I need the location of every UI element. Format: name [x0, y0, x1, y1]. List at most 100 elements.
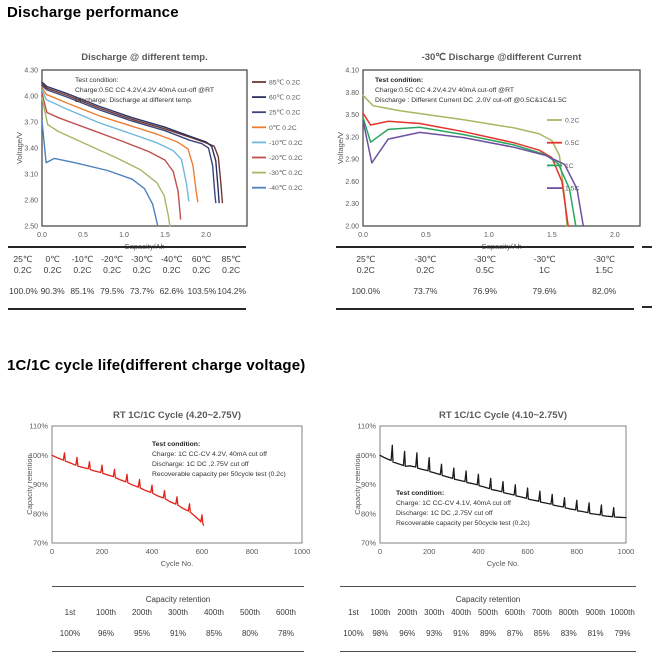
- retention-value: 96%: [97, 629, 114, 638]
- y-tick-label: 80%: [33, 509, 48, 518]
- column-header: 200th: [397, 608, 418, 617]
- retention-value: 87%: [506, 629, 523, 638]
- series-line: [41, 83, 224, 204]
- column-header: 1st: [348, 608, 359, 617]
- series-line: [362, 112, 569, 227]
- y-axis-label: Voltage/V: [16, 132, 24, 164]
- capacity-value: 62.6%: [159, 286, 184, 296]
- plot-border: [41, 69, 248, 227]
- temperature-header: -40℃: [160, 254, 183, 264]
- x-tick-label: 400: [472, 547, 485, 556]
- table-retention-410: Capacity retention 1st 100th 200th 300th 400t…: [340, 586, 636, 652]
- rate-header: 0.2C: [192, 265, 211, 275]
- column-header: 400th: [451, 608, 472, 617]
- capacity-value: 73.7%: [413, 286, 438, 296]
- capacity-value: 76.9%: [472, 286, 498, 296]
- temperature-header: -30℃: [414, 254, 437, 264]
- series-line: [41, 84, 217, 204]
- temperature-header: -30℃: [533, 254, 556, 264]
- capacity-value: 82.0%: [592, 286, 617, 296]
- y-tick-label: 70%: [33, 539, 48, 548]
- legend-label: 0℃ 0.2C: [269, 125, 297, 132]
- legend-label: -30℃ 0.2C: [269, 170, 303, 177]
- annotation-line: Test condition:: [152, 441, 200, 448]
- y-tick-label: 3.80: [345, 90, 359, 97]
- x-tick-label: 1.5: [547, 232, 557, 239]
- x-axis-label: Cycle No.: [161, 559, 194, 568]
- capacity-value: 73.7%: [129, 286, 154, 296]
- chart-title: -30℃ Discharge @different Current: [422, 52, 583, 63]
- annotation-line: Discharge : Different Current DC ,2.0V c…: [375, 97, 567, 104]
- rate-header: 1.5C: [595, 265, 614, 275]
- x-axis-label: Cycle No.: [487, 559, 520, 568]
- legend-label: 1C: [565, 163, 574, 170]
- column-header: 100th: [95, 608, 117, 617]
- table-caption: Capacity retention: [145, 595, 211, 604]
- discharge-temp-capacity-table: 25℃ 0℃ -10℃ -20℃ -30℃ -40℃ 60℃ 85℃ 0.2C 0.2C 0.2C 0…: [8, 246, 246, 310]
- y-tick-label: 4.30: [24, 68, 38, 75]
- series-line: [362, 119, 585, 227]
- rate-header: 0.2C: [162, 265, 181, 275]
- y-tick-label: 90%: [33, 480, 48, 489]
- table-retention-420: Capacity retention 1st 100th 200th 300th 400t…: [52, 586, 304, 652]
- y-tick-label: 2.50: [24, 224, 38, 231]
- retention-value: 83%: [560, 629, 577, 638]
- y-tick-label: 90%: [361, 480, 376, 489]
- annotation-line: Discharge: 1C DC ,2.75V cut off: [152, 461, 249, 468]
- chart-svg: -30℃ Discharge @different Current 0.0 0.5 1…: [336, 52, 641, 251]
- annotation-line: Test condition:: [75, 77, 119, 84]
- x-tick-label: 2.0: [610, 232, 620, 239]
- rate-header: 0.2C: [132, 265, 151, 275]
- plot-border: [51, 425, 303, 544]
- column-header: 1000th: [610, 608, 635, 617]
- x-tick-label: 0: [378, 547, 382, 556]
- legend-label: -10℃ 0.2C: [269, 140, 303, 147]
- rate-header: 0.2C: [103, 265, 122, 275]
- section-title-cycle-life: 1C/1C cycle life(different charge voltag…: [7, 357, 306, 374]
- x-tick-label: 800: [246, 547, 259, 556]
- capacity-value: 79.6%: [532, 286, 557, 296]
- column-header: 500th: [477, 608, 498, 617]
- chart-svg: RT 1C/1C Cycle (4.10~2.75V) 0 200 400 600 800…: [353, 410, 635, 568]
- column-header: 700th: [531, 608, 552, 617]
- series-line: [41, 92, 182, 220]
- series-line: [362, 94, 568, 227]
- x-tick-label: 200: [423, 547, 436, 556]
- retention-value: 81%: [587, 629, 604, 638]
- series-line: [362, 116, 577, 227]
- retention-value: 78%: [277, 629, 294, 638]
- legend-label: -40℃ 0.2C: [269, 185, 303, 192]
- x-tick-label: 200: [96, 547, 109, 556]
- y-axis-label: Capacity retention: [353, 454, 362, 514]
- y-tick-label: 110%: [29, 422, 48, 431]
- y-tick-label: 3.20: [345, 134, 359, 141]
- x-tick-label: 1.0: [119, 232, 129, 239]
- capacity-value: 104.2%: [217, 286, 247, 296]
- annotation-line: Test condition:: [396, 490, 444, 497]
- x-tick-label: 1000: [618, 547, 635, 556]
- legend-label: 85℃ 0.2C: [269, 80, 301, 87]
- capacity-value: 90.3%: [40, 286, 65, 296]
- retention-value: 80%: [241, 629, 258, 638]
- x-tick-label: 1.5: [160, 232, 170, 239]
- section-title-discharge-performance: Discharge performance: [7, 4, 179, 21]
- x-tick-label: 1000: [294, 547, 311, 556]
- legend-label: 0.2C: [565, 118, 579, 125]
- retention-value: 79%: [614, 629, 631, 638]
- discharge-current-capacity-table: 25℃ -30℃ -30℃ -30℃ -30℃ 0.2C 0.2C 0.5C 1C 1.5C 100…: [336, 246, 634, 310]
- legend-label: -20℃ 0.2C: [269, 155, 303, 162]
- temperature-header: -10℃: [71, 254, 94, 264]
- chart-discharge-different-current: -30℃ Discharge @different Current 0.0 0.5 1…: [332, 44, 657, 257]
- x-tick-label: 2.0: [201, 232, 211, 239]
- legend-label: 0.5C: [565, 140, 579, 147]
- chart-svg: Discharge @ different temp. 0.0 0.5 1.0 1.5 2…: [15, 52, 303, 251]
- table-discharge-temp: 25℃ 0℃ -10℃ -20℃ -30℃ -40℃ 60℃ 85℃ 0.2C 0.2C 0.2C 0…: [8, 246, 246, 310]
- temperature-header: 0℃: [45, 254, 60, 264]
- chart-svg: RT 1C/1C Cycle (4.20~2.75V) 0 200 400 600 800…: [25, 410, 311, 568]
- table-edge-dash: [642, 306, 652, 308]
- column-header: 500th: [239, 608, 261, 617]
- y-tick-label: 2.30: [345, 201, 359, 208]
- y-tick-label: 4.10: [345, 68, 359, 75]
- series-line: [41, 89, 190, 202]
- retention-value: 85%: [533, 629, 550, 638]
